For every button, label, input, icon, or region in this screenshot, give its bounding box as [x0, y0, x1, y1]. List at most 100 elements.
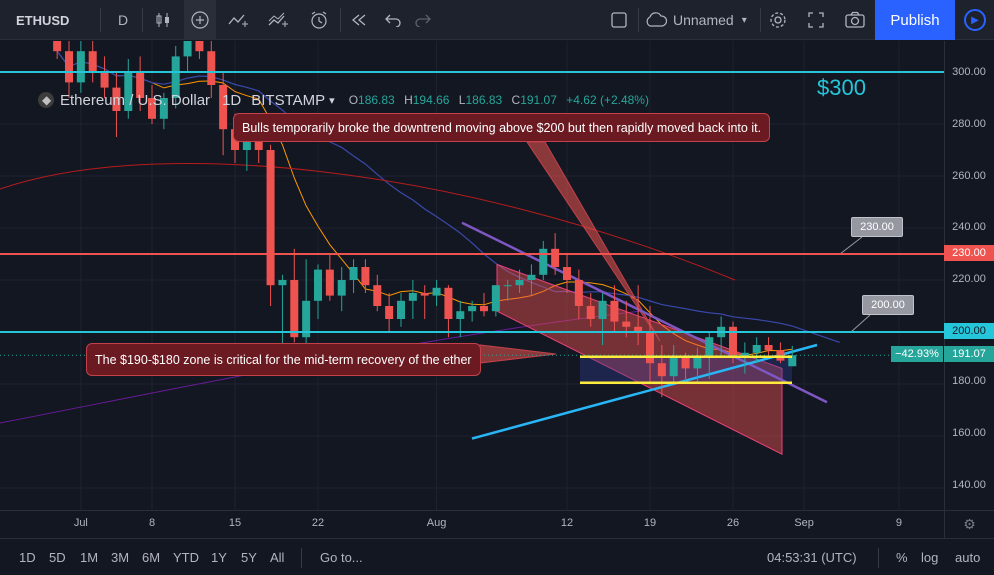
candle-body — [325, 269, 334, 296]
toolbar-divider — [340, 8, 341, 32]
time-tick: 12 — [560, 517, 574, 529]
candle-body — [408, 293, 417, 301]
legend-ohlc: O186.83 H194.66 L186.83 C191.07 +4.62 (+… — [349, 93, 649, 107]
utc-clock[interactable]: 04:53:31 (UTC) — [767, 550, 857, 565]
price-axis[interactable]: 300.00 280.00 260.00 240.00 220.00 180.0… — [944, 41, 994, 510]
fullscreen-select-icon[interactable] — [604, 0, 634, 40]
candle-body — [645, 332, 654, 364]
price-box-last: 191.07 — [944, 346, 994, 362]
candle-body — [124, 72, 133, 111]
low-label: L — [458, 93, 466, 107]
candle-body — [491, 285, 500, 312]
change-value: +4.62 (+2.48%) — [566, 93, 649, 107]
candle-body — [65, 51, 74, 83]
close-label: C — [511, 93, 521, 107]
indicators-add-icon[interactable] — [184, 0, 216, 40]
candle-body — [219, 85, 228, 130]
label-300[interactable]: $300 — [817, 75, 866, 100]
tag-230[interactable]: 230.00 — [851, 217, 903, 237]
bottombar-divider — [878, 548, 879, 568]
horizontal-lines — [0, 71, 944, 384]
candle-body — [468, 306, 477, 312]
settings-gear-icon[interactable] — [762, 0, 794, 40]
toolbar-divider — [142, 8, 143, 32]
range-3m-button[interactable]: 3M — [111, 550, 130, 565]
tag-200-pointer — [850, 314, 871, 333]
symbol-search-button[interactable]: ETHUSD — [16, 12, 70, 28]
alert-clock-icon[interactable] — [302, 0, 336, 40]
candle-body — [361, 267, 370, 286]
high-value: 194.66 — [412, 93, 450, 107]
replay-icon[interactable] — [344, 0, 374, 40]
range-1m-button[interactable]: 1M — [80, 550, 99, 565]
zone-callout[interactable]: The $190-$180 zone is critical for the m… — [86, 343, 481, 376]
price-box-200: 200.00 — [944, 323, 994, 339]
time-tick: 8 — [148, 517, 156, 529]
percent-scale-toggle[interactable]: % — [896, 550, 908, 565]
chart-legend: ◆ Ethereum / U.S. Dollar 1D BITSTAMP ▾ O… — [0, 89, 649, 111]
time-tick: 19 — [643, 517, 657, 529]
time-tick: Jul — [73, 517, 88, 529]
candle-body — [195, 41, 204, 52]
candle-body — [456, 311, 465, 319]
candle-body — [53, 41, 62, 52]
log-scale-toggle[interactable]: log — [921, 550, 939, 565]
range-5y-button[interactable]: 5Y — [241, 550, 257, 565]
toolbar-divider — [638, 8, 639, 32]
chart-pane[interactable]: ◆ Ethereum / U.S. Dollar 1D BITSTAMP ▾ O… — [0, 41, 944, 510]
candle-body — [610, 300, 619, 322]
goto-date-button[interactable]: Go to... — [320, 550, 363, 565]
publish-menu-button[interactable]: ▶ — [956, 0, 994, 40]
undo-icon[interactable] — [378, 0, 408, 40]
legend-chevron-icon[interactable]: ▾ — [329, 94, 335, 107]
tag-200[interactable]: 200.00 — [862, 295, 914, 315]
candle-body — [764, 345, 773, 351]
redo-icon[interactable] — [408, 0, 438, 40]
bulls-callout[interactable]: Bulls temporarily broke the downtrend mo… — [233, 113, 771, 142]
range-5d-button[interactable]: 5D — [49, 550, 66, 565]
candle-body — [373, 285, 382, 306]
range-ytd-button[interactable]: YTD — [173, 550, 199, 565]
fullscreen-icon[interactable] — [800, 0, 832, 40]
publish-button[interactable]: Publish — [875, 0, 955, 40]
compare-icon[interactable] — [262, 0, 296, 40]
candles-chart-type-icon[interactable] — [148, 0, 178, 40]
price-tick: 300.00 — [952, 66, 986, 78]
chevron-down-icon: ▾ — [741, 14, 747, 26]
range-6m-button[interactable]: 6M — [142, 550, 161, 565]
range-all-button[interactable]: All — [270, 550, 285, 565]
layout-save-button[interactable]: Unnamed ▾ — [644, 0, 760, 40]
open-value: 186.83 — [358, 93, 395, 107]
time-tick: Aug — [426, 517, 447, 529]
drawing-shapes — [461, 141, 871, 456]
candle-body — [290, 280, 299, 338]
price-tick: 180.00 — [952, 375, 986, 387]
range-1d-button[interactable]: 1D — [19, 550, 36, 565]
candle-body — [207, 51, 216, 85]
time-tick: 22 — [311, 517, 325, 529]
candle-body — [503, 285, 512, 287]
price-chart[interactable] — [0, 41, 944, 510]
auto-scale-toggle[interactable]: auto — [955, 550, 981, 565]
candle-body — [385, 306, 394, 319]
snapshot-camera-icon[interactable] — [838, 0, 872, 40]
candle-body — [302, 300, 311, 338]
candle-body — [278, 280, 287, 286]
price-tick: 160.00 — [952, 427, 986, 439]
time-tick: Sep — [794, 517, 814, 529]
cloud-icon — [646, 12, 668, 27]
candle-body — [112, 87, 121, 111]
bottom-toolbar: 1D 5D 1M 3M 6M YTD 1Y 5Y All Go to... 04… — [0, 538, 994, 575]
range-1y-button[interactable]: 1Y — [211, 550, 227, 565]
time-axis[interactable]: Jul 8 15 22 Aug 12 19 26 Sep 9 — [0, 510, 944, 538]
indicators-icon[interactable] — [222, 0, 256, 40]
candle-body — [728, 326, 737, 358]
axis-settings-gear-icon[interactable]: ⚙ — [944, 510, 994, 538]
candle-body — [622, 321, 631, 327]
legend-symbol-name[interactable]: Ethereum / U.S. Dollar — [60, 91, 211, 109]
interval-button[interactable]: D — [117, 12, 129, 28]
candle-body — [752, 345, 761, 353]
bottombar-divider — [301, 548, 302, 568]
candle-body — [539, 248, 548, 275]
callout-pointer — [526, 141, 661, 342]
